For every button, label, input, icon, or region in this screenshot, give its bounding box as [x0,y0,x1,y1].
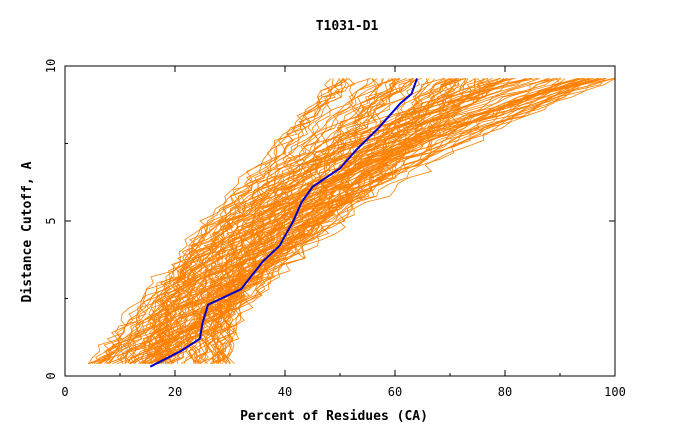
model-curve [155,78,515,364]
model-curve [197,78,586,364]
model-curve [217,78,616,364]
x-tick-label: 20 [168,385,182,399]
x-tick-label: 60 [388,385,402,399]
model-curve [153,78,505,364]
model-curve [189,78,579,364]
x-tick-label: 0 [61,385,68,399]
x-axis-label: Percent of Residues (CA) [240,409,428,424]
x-tick-label: 40 [278,385,292,399]
model-curve [155,78,509,364]
model-curve [219,78,615,364]
y-tick-label: 0 [44,372,58,379]
model-curve [99,78,340,364]
model-curve [216,78,583,364]
model-curve [134,78,421,364]
series-layer [87,78,616,368]
highlight-curve [149,78,418,368]
model-curve [198,78,583,364]
model-curve [185,78,549,364]
model-curve [88,78,332,364]
axis-layer: 0 20 40 60 80 100 0 5 10 [44,59,626,399]
y-axis-label: Distance Cutoff, A [20,161,35,302]
chart-title: T1031-D1 [316,19,379,34]
model-curve [170,78,554,364]
model-curve [95,78,343,364]
model-curve [102,78,350,364]
model-curve [200,78,581,364]
model-curve [87,78,345,364]
model-curve [204,78,607,364]
model-curve [116,78,418,364]
x-tick-label: 80 [498,385,512,399]
y-tick-label: 5 [44,217,58,224]
model-curve [146,78,533,364]
model-curve [224,78,616,364]
model-curve [205,78,589,364]
model-curve [215,78,592,364]
model-curve [211,78,584,364]
x-tick-label: 100 [604,385,626,399]
model-curve [194,78,562,364]
y-tick-label: 10 [44,59,58,73]
model-curve [209,78,599,364]
model-curve [98,78,378,364]
